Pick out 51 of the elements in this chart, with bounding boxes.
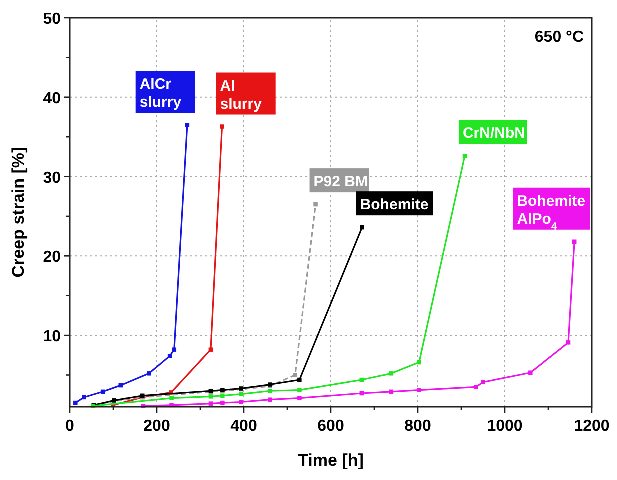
- point: [239, 400, 244, 404]
- point: [220, 124, 224, 129]
- x-tick-label: 400: [230, 418, 258, 435]
- annotation: 650 °C: [534, 29, 584, 46]
- point: [82, 395, 86, 400]
- point: [481, 380, 486, 385]
- point: [293, 373, 298, 378]
- series-label: Al slurry: [220, 78, 263, 113]
- y-tick-label: 40: [43, 90, 62, 108]
- point: [208, 402, 214, 406]
- point: [268, 398, 272, 402]
- series-label: Bohemite: [360, 196, 429, 214]
- point: [185, 123, 190, 128]
- x-tick-label: 800: [404, 418, 432, 435]
- point: [462, 154, 468, 158]
- y-tick-label: 30: [43, 170, 62, 187]
- series-label: CrN/NbN: [462, 125, 526, 142]
- x-axis-title: Time [h]: [298, 451, 364, 470]
- series-label: Bohemite AlPo$_{4}$: [517, 192, 586, 233]
- series-label: AlCr slurry: [140, 76, 182, 112]
- y-tick-label: 20: [43, 249, 62, 266]
- x-tick-label: 1200: [574, 418, 610, 435]
- point: [566, 340, 571, 345]
- point: [172, 348, 177, 352]
- y-tick-label: 10: [43, 328, 62, 346]
- point: [147, 372, 152, 376]
- point: [220, 394, 225, 398]
- point: [168, 354, 172, 358]
- point: [74, 400, 78, 406]
- series-label: P92 BM: [314, 174, 368, 191]
- point: [389, 372, 394, 376]
- x-tick-label: 0: [66, 418, 75, 435]
- y-tick-label: 50: [43, 11, 62, 28]
- point: [298, 378, 302, 382]
- point: [417, 388, 422, 392]
- point: [208, 394, 214, 399]
- point: [208, 348, 214, 352]
- x-tick-label: 200: [144, 418, 170, 435]
- point: [528, 370, 533, 375]
- point: [298, 396, 302, 400]
- point: [298, 388, 302, 392]
- x-tick-label: 600: [318, 418, 344, 435]
- point: [417, 360, 422, 365]
- x-tick-label: 1000: [487, 418, 523, 435]
- y-axis-title: Creep strain [%]: [9, 147, 28, 278]
- point: [360, 225, 364, 230]
- point: [220, 400, 225, 406]
- point: [239, 392, 244, 396]
- point: [170, 396, 174, 400]
- point: [314, 202, 318, 207]
- point: [474, 385, 478, 390]
